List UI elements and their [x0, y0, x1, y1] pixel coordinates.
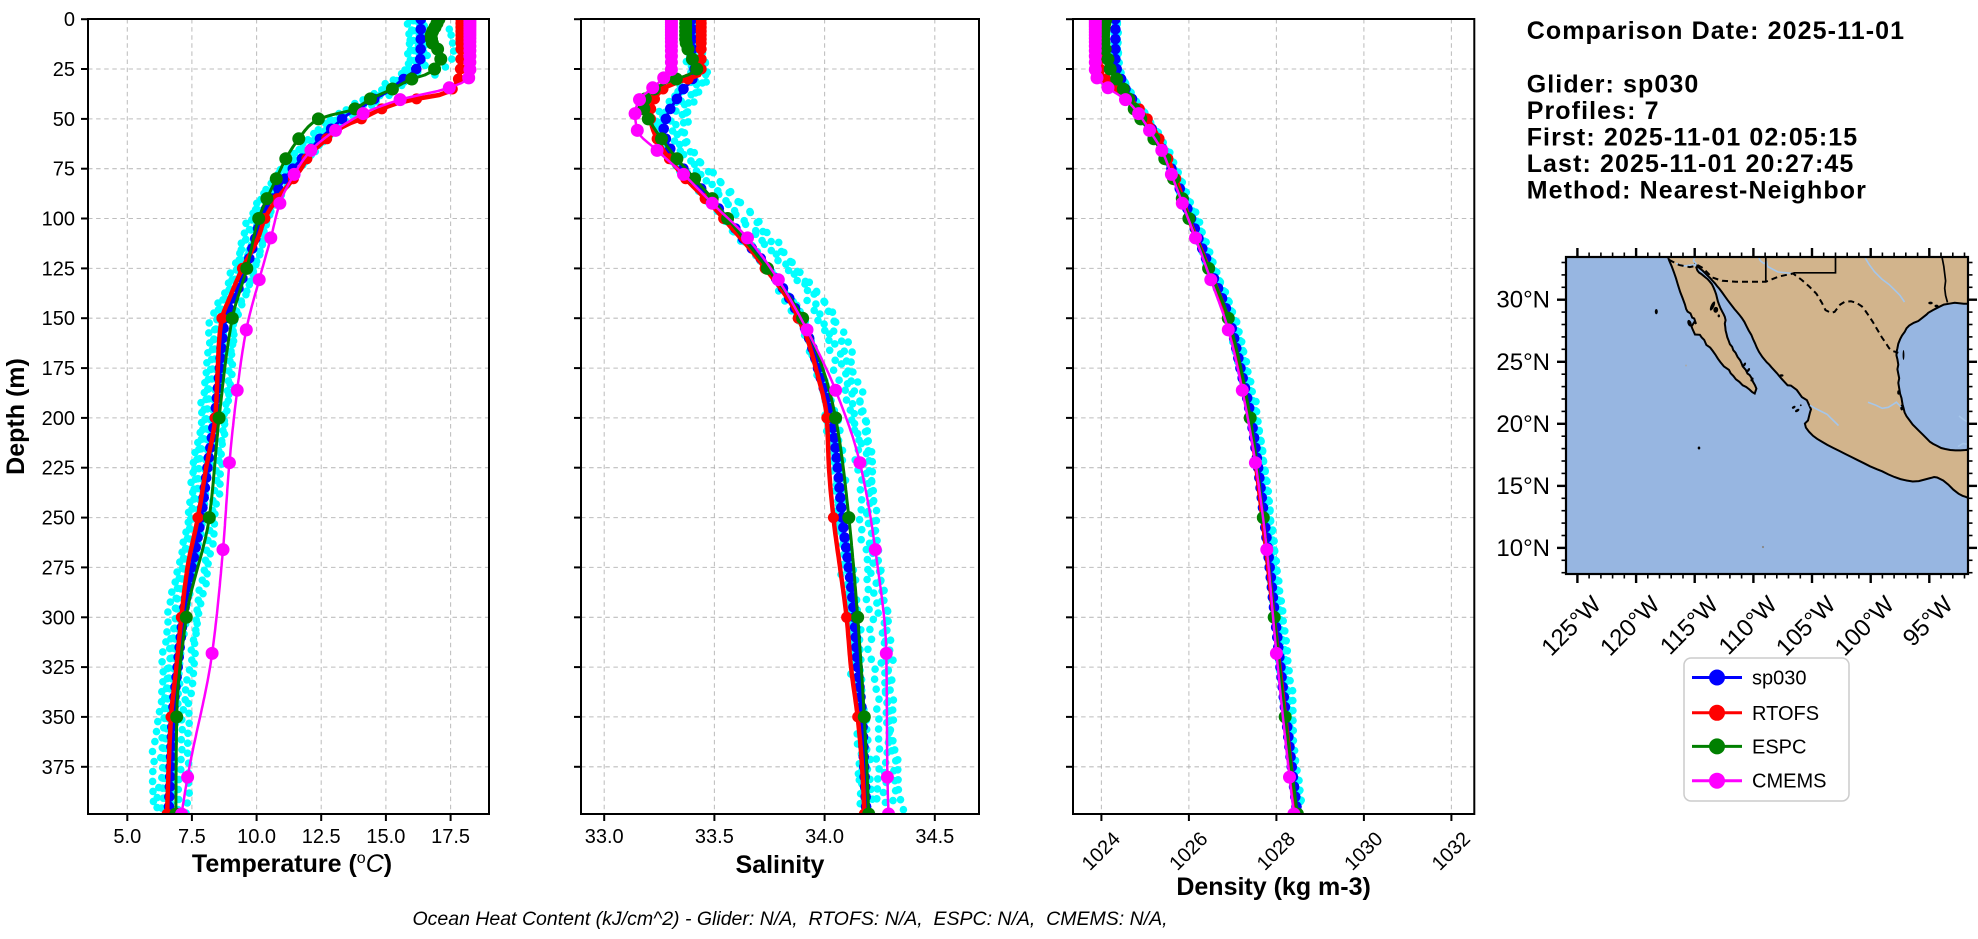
svg-text:33.0: 33.0 [585, 826, 624, 848]
svg-text:250: 250 [42, 508, 75, 530]
svg-text:125: 125 [42, 258, 75, 280]
svg-text:RTOFS: RTOFS [1752, 703, 1819, 725]
svg-text:30°N: 30°N [1496, 287, 1550, 314]
svg-text:350: 350 [42, 707, 75, 729]
svg-text:Depth (m): Depth (m) [2, 358, 30, 475]
svg-text:sp030: sp030 [1752, 668, 1807, 690]
svg-text:Method: Nearest-Neighbor: Method: Nearest-Neighbor [1527, 177, 1867, 205]
svg-text:34.0: 34.0 [805, 826, 844, 848]
svg-text:150: 150 [42, 308, 75, 330]
svg-text:5.0: 5.0 [113, 826, 141, 848]
svg-text:ESPC: ESPC [1752, 736, 1806, 758]
svg-text:10°N: 10°N [1496, 535, 1550, 562]
svg-text:325: 325 [42, 657, 75, 679]
svg-text:12.5: 12.5 [302, 826, 341, 848]
svg-text:33.5: 33.5 [695, 826, 734, 848]
svg-text:75: 75 [53, 159, 75, 181]
svg-text:25°N: 25°N [1496, 349, 1550, 376]
svg-text:Comparison Date: 2025-11-01: Comparison Date: 2025-11-01 [1527, 17, 1905, 45]
svg-text:20°N: 20°N [1496, 411, 1550, 438]
svg-text:50: 50 [53, 109, 75, 131]
svg-text:15.0: 15.0 [366, 826, 405, 848]
svg-text:Profiles: 7: Profiles: 7 [1527, 97, 1660, 125]
svg-text:225: 225 [42, 458, 75, 480]
svg-text:275: 275 [42, 557, 75, 579]
svg-text:10.0: 10.0 [237, 826, 276, 848]
svg-text:200: 200 [42, 408, 75, 430]
svg-text:15°N: 15°N [1496, 473, 1550, 500]
svg-text:300: 300 [42, 607, 75, 629]
svg-text:25: 25 [53, 59, 75, 81]
svg-text:Last: 2025-11-01 20:27:45: Last: 2025-11-01 20:27:45 [1527, 150, 1855, 178]
svg-text:Glider: sp030: Glider: sp030 [1527, 70, 1700, 98]
svg-text:Ocean Heat Content (kJ/cm^2) -: Ocean Heat Content (kJ/cm^2) - Glider: N… [412, 908, 1167, 930]
svg-text:17.5: 17.5 [431, 826, 470, 848]
svg-text:34.5: 34.5 [915, 826, 954, 848]
svg-text:Salinity: Salinity [736, 851, 825, 879]
svg-text:7.5: 7.5 [178, 826, 206, 848]
svg-text:CMEMS: CMEMS [1752, 771, 1826, 793]
svg-text:0: 0 [64, 9, 75, 31]
svg-text:First: 2025-11-01 02:05:15: First: 2025-11-01 02:05:15 [1527, 124, 1859, 152]
svg-text:100: 100 [42, 209, 75, 231]
svg-text:375: 375 [42, 757, 75, 779]
svg-text:Density (kg m-3): Density (kg m-3) [1176, 873, 1370, 901]
svg-text:175: 175 [42, 358, 75, 380]
